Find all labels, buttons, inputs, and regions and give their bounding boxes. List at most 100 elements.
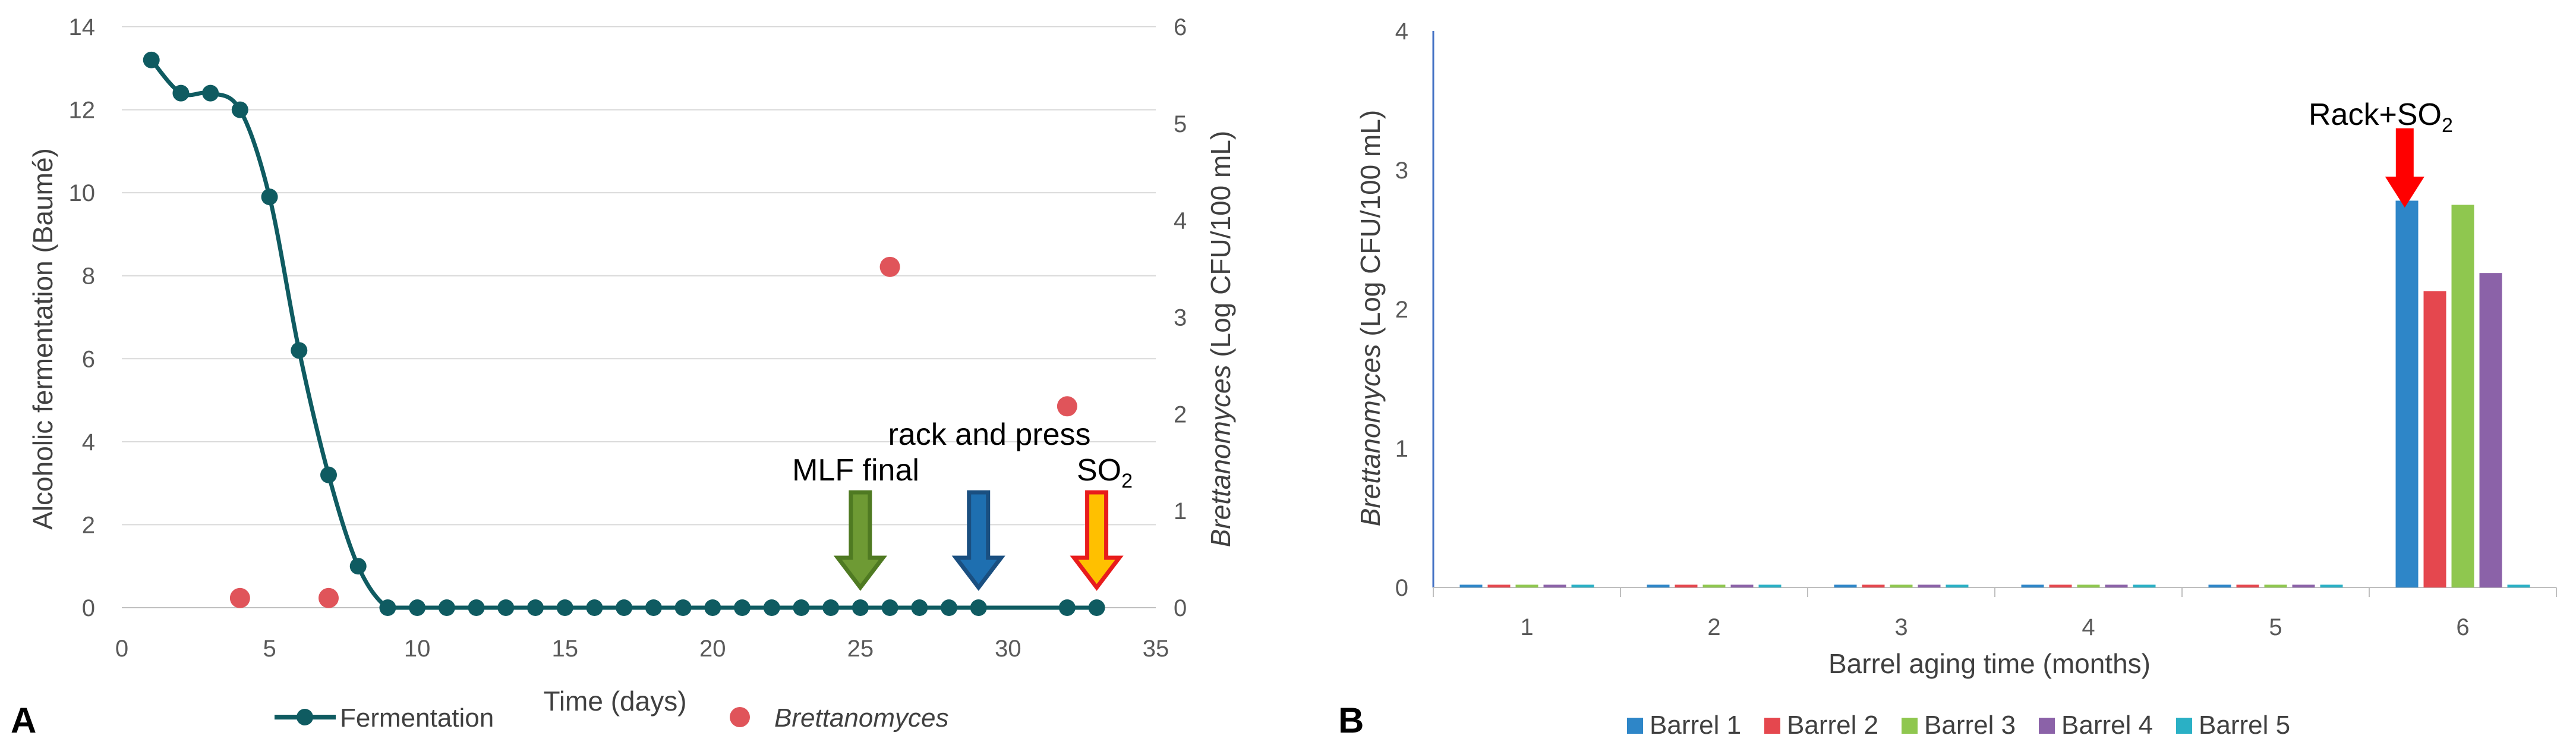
- fermentation-point: [586, 599, 603, 616]
- bar-barrel-5-month-5: [2320, 585, 2343, 587]
- panel-a-x-tick-label: 35: [1143, 636, 1169, 662]
- legend-barrel-3-swatch: [1902, 718, 1918, 734]
- bar-barrel-5-month-6: [2507, 585, 2530, 587]
- fermentation-point: [231, 101, 248, 118]
- fermentation-point: [527, 599, 544, 616]
- brettanomyces-point: [879, 256, 900, 277]
- fermentation-point: [261, 188, 278, 206]
- rack-so2-arrow: [2385, 128, 2424, 208]
- panel-a-y-axis-title: Alcoholic fermentation (Baumé): [27, 148, 58, 530]
- legend-barrel-1-label: Barrel 1: [1650, 711, 1741, 740]
- bar-barrel-3-month-1: [1515, 585, 1538, 587]
- fermentation-point: [645, 599, 662, 616]
- bar-barrel-2-month-5: [2236, 585, 2259, 587]
- fermentation-point: [172, 84, 190, 102]
- annotation-rack-so2-label: Rack+SO2: [2309, 98, 2453, 137]
- panel-b-x-axis-title: Barrel aging time (months): [1828, 648, 2151, 679]
- panel-a-x-tick-label: 30: [995, 636, 1021, 662]
- bar-barrel-4-month-3: [1918, 585, 1941, 587]
- bar-barrel-1-month-1: [1459, 585, 1483, 587]
- legend-fermentation-marker: [297, 709, 313, 725]
- fermentation-point: [970, 599, 987, 616]
- legend-barrel-4-label: Barrel 4: [2061, 711, 2153, 740]
- panel-b-chart: 0 1 2 3 4 1 2 3 4 5 6: [1395, 18, 2557, 640]
- panel-a-y-tick-label: 14: [69, 14, 96, 40]
- bar-barrel-3-month-5: [2264, 585, 2287, 587]
- legend-barrel-4-swatch: [2039, 718, 2055, 734]
- bar-barrel-4-month-6: [2479, 273, 2502, 587]
- panel-a-y-tick-label: 2: [82, 512, 95, 538]
- panel-a-x-tick-label: 0: [115, 636, 128, 662]
- fermentation-point: [941, 599, 957, 616]
- fermentation-point: [911, 599, 928, 616]
- bar-barrel-2-month-2: [1675, 585, 1698, 587]
- bar-barrel-2-month-1: [1487, 585, 1511, 587]
- panel-b-x-tick-label: 2: [1707, 614, 1720, 640]
- bar-barrel-2-month-3: [1862, 585, 1885, 587]
- bar-barrel-3-month-3: [1890, 585, 1913, 587]
- bar-barrel-5-month-3: [1946, 585, 1969, 587]
- fermentation-point: [349, 558, 367, 575]
- bar-barrel-4-month-1: [1543, 585, 1566, 587]
- panel-a-y-tick-label: 6: [82, 346, 95, 372]
- fermentation-point: [291, 342, 308, 359]
- panel-b-y-tick-label: 2: [1395, 297, 1408, 323]
- panel-b-legend: Barrel 1 Barrel 2 Barrel 3 Barrel 4 Barr…: [1627, 711, 2290, 740]
- bar-barrel-1-month-6: [2395, 200, 2419, 588]
- panel-a-y2-tick-label: 5: [1174, 111, 1187, 137]
- legend-brettanomyces-marker: [730, 707, 750, 727]
- fermentation-point: [793, 599, 810, 616]
- fermentation-point: [438, 599, 455, 616]
- legend-barrel-2-label: Barrel 2: [1787, 711, 1878, 740]
- bar-barrel-3-month-4: [2077, 585, 2100, 587]
- mlf-final-arrow: [833, 490, 887, 591]
- brettanomyces-point: [319, 587, 339, 608]
- bar-barrel-4-month-2: [1730, 585, 1754, 587]
- legend-brettanomyces-label: Brettanomyces: [774, 703, 948, 733]
- bar-barrel-4-month-5: [2292, 585, 2315, 587]
- panel-a-y-tick-label: 0: [82, 595, 95, 621]
- fermentation-point: [202, 84, 219, 102]
- bar-barrel-1-month-4: [2021, 585, 2044, 587]
- fermentation-point: [320, 466, 337, 483]
- panel-a-x-tick-label: 25: [847, 636, 874, 662]
- panel-a-y2-tick-label: 1: [1174, 498, 1187, 524]
- fermentation-point: [852, 599, 869, 616]
- fermentation-point: [1058, 599, 1076, 616]
- panel-a-y2-tick-label: 6: [1174, 14, 1187, 40]
- fermentation-point: [822, 599, 840, 616]
- fermentation-point: [734, 599, 751, 616]
- bar-barrel-3-month-6: [2451, 205, 2474, 587]
- brettanomyces-point: [1057, 396, 1077, 417]
- so2-arrow: [1070, 490, 1124, 591]
- panel-a-y-tick-label: 10: [69, 180, 96, 206]
- fermentation-point: [556, 599, 573, 616]
- legend-barrel-3-label: Barrel 3: [1924, 711, 2016, 740]
- panel-b-y-tick-label: 0: [1395, 575, 1408, 601]
- bar-barrel-1-month-5: [2208, 585, 2231, 587]
- panel-b-x-tick-label: 5: [2269, 614, 2282, 640]
- bar-barrel-4-month-4: [2105, 585, 2128, 587]
- bar-barrel-5-month-2: [1758, 585, 1782, 587]
- panel-a-y-tick-label: 12: [69, 98, 96, 124]
- fermentation-point: [497, 599, 515, 616]
- fermentation-line: [150, 58, 1097, 610]
- panel-label-b: B: [1338, 700, 1364, 740]
- fermentation-point: [409, 599, 426, 616]
- panel-b-y-tick-label: 3: [1395, 158, 1408, 184]
- fermentation-point: [704, 599, 721, 616]
- panel-a-y2-tick-label: 0: [1174, 595, 1187, 621]
- legend-barrel-5-swatch: [2176, 718, 2192, 734]
- fermentation-point: [674, 599, 692, 616]
- panel-a-y2-tick-label: 2: [1174, 401, 1187, 428]
- panel-a-x-tick-label: 10: [404, 636, 431, 662]
- bar-barrel-1-month-2: [1647, 585, 1670, 587]
- panel-a-x-axis-title: Time (days): [543, 686, 686, 717]
- panel-b-x-tick-label: 6: [2456, 614, 2469, 640]
- panel-b-x-tick-label: 1: [1520, 614, 1533, 640]
- bar-barrel-2-month-4: [2049, 585, 2072, 587]
- fermentation-point: [881, 599, 898, 616]
- annotation-so2-label: SO2: [1077, 453, 1133, 492]
